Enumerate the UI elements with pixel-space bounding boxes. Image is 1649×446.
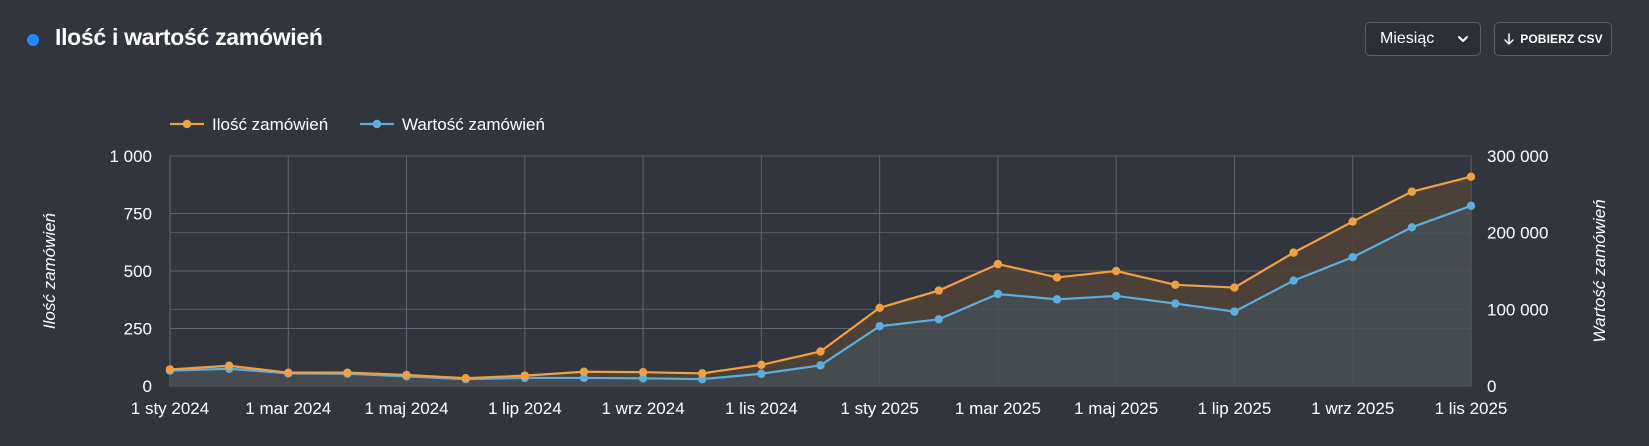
x-tick-label: 1 mar 2024 (245, 399, 331, 418)
legend-marker (182, 119, 192, 129)
data-point-wartosc (579, 373, 589, 383)
data-point-ilosc (1230, 283, 1239, 292)
data-point-ilosc (284, 368, 293, 377)
data-point-ilosc (165, 365, 175, 374)
download-csv-button[interactable]: POBIERZ CSV (1494, 22, 1612, 56)
title-dot-icon (27, 34, 39, 46)
legend-item: Wartość zamówień (360, 115, 545, 134)
x-tick-label: 1 sty 2025 (840, 399, 918, 418)
data-point-ilosc (875, 303, 884, 312)
x-tick-label: 1 lis 2024 (725, 399, 798, 418)
data-point-wartosc (1230, 307, 1239, 316)
data-point-ilosc (757, 360, 766, 370)
x-tick-label: 1 wrz 2025 (1311, 399, 1394, 418)
x-tick-label: 1 lip 2024 (488, 399, 562, 418)
legend-marker (372, 119, 382, 129)
data-point-ilosc (934, 286, 943, 295)
period-select[interactable]: Miesiąc (1365, 22, 1481, 56)
x-tick-label: 1 maj 2025 (1074, 399, 1158, 418)
data-point-wartosc (875, 322, 884, 331)
data-point-ilosc (993, 259, 1003, 269)
data-point-wartosc (1348, 253, 1357, 262)
x-tick-label: 1 mar 2025 (955, 399, 1041, 418)
data-point-wartosc (934, 315, 943, 324)
data-point-wartosc (816, 361, 825, 370)
x-tick-label: 1 wrz 2024 (602, 399, 685, 418)
arrow-down-icon (1504, 32, 1515, 45)
chart-legend: Ilość zamówień Wartość zamówień (170, 115, 545, 134)
y-right-tick-label: 100 000 (1487, 300, 1548, 319)
download-csv-label: POBIERZ CSV (1520, 32, 1603, 46)
legend-label: Ilość zamówień (212, 115, 328, 134)
chart-axes: 0 250 500 750 1 000 0 100 000 200 000 300 000 1 s… (40, 147, 1609, 418)
legend-item: Ilość zamówień (170, 115, 328, 134)
data-point-wartosc (757, 369, 766, 378)
y-right-tick-label: 200 000 (1487, 224, 1548, 243)
x-tick-label: 1 sty 2024 (131, 399, 209, 418)
data-point-wartosc (1289, 276, 1298, 285)
data-point-wartosc (1171, 299, 1180, 308)
x-tick-label: 1 maj 2024 (364, 399, 448, 418)
data-point-ilosc (520, 371, 530, 380)
legend-label: Wartość zamówień (402, 115, 545, 134)
y-right-tick-label: 0 (1487, 377, 1496, 396)
data-point-ilosc (1111, 266, 1121, 276)
data-point-ilosc (1348, 217, 1357, 226)
y-left-tick-label: 750 (124, 205, 152, 224)
data-point-ilosc (402, 370, 411, 380)
data-point-wartosc (1407, 223, 1417, 232)
y-left-tick-label: 250 (124, 320, 152, 339)
data-point-ilosc (461, 373, 470, 383)
data-point-wartosc (1052, 295, 1062, 304)
data-point-ilosc (1289, 248, 1298, 257)
chart-header: Ilość i wartość zamówień Miesiąc POBIERZ… (0, 0, 1649, 80)
chevron-down-icon (1458, 36, 1468, 42)
data-point-ilosc (816, 347, 825, 356)
x-tick-label: 1 lis 2025 (1435, 399, 1508, 418)
chart-title: Ilość i wartość zamówień (55, 24, 323, 50)
y-left-tick-label: 0 (143, 377, 152, 396)
x-tick-label: 1 lip 2025 (1198, 399, 1272, 418)
data-point-ilosc (638, 368, 648, 377)
y-left-axis-title: Ilość zamówień (40, 213, 59, 329)
area-wartosc (170, 205, 1471, 386)
data-point-ilosc (1407, 187, 1417, 196)
data-point-ilosc (1052, 273, 1062, 282)
data-point-ilosc (343, 368, 352, 377)
data-point-ilosc (1466, 172, 1476, 181)
data-point-wartosc (638, 374, 648, 383)
data-point-ilosc (579, 367, 589, 376)
data-point-wartosc (698, 374, 707, 384)
y-right-tick-label: 300 000 (1487, 147, 1548, 166)
y-right-axis-title: Wartość zamówień (1590, 199, 1609, 342)
data-point-wartosc (1111, 291, 1121, 301)
y-left-tick-label: 500 (124, 262, 152, 281)
data-point-ilosc (224, 361, 234, 370)
data-point-wartosc (1466, 201, 1476, 211)
chart-points (165, 172, 1476, 384)
data-point-wartosc (993, 289, 1003, 299)
data-point-ilosc (698, 369, 707, 378)
y-left-tick-label: 1 000 (109, 147, 152, 166)
chart-areas (170, 176, 1471, 386)
period-select-value: Miesiąc (1380, 30, 1435, 47)
data-point-ilosc (1171, 280, 1180, 289)
